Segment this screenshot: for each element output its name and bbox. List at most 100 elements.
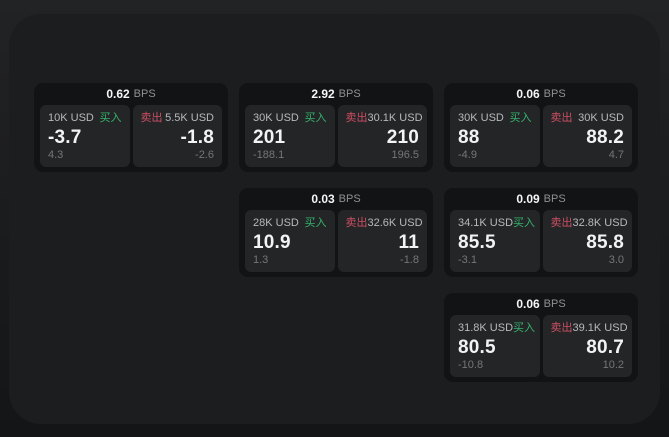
- sell-price: -1.8: [180, 127, 214, 148]
- bps-header: 0.62 BPS: [34, 83, 228, 105]
- bps-header: 0.06 BPS: [444, 293, 638, 315]
- buy-side-label: 买入: [513, 322, 536, 334]
- sell-side-label: 卖出: [140, 112, 163, 124]
- buy-price: -3.7: [48, 127, 82, 148]
- buy-price: 10.9: [253, 232, 291, 253]
- buy-price: 85.5: [458, 232, 496, 253]
- quote-grid: 0.62 BPS 10K USD 买入 -3.7 4.3 卖出 5.5K USD: [34, 83, 638, 382]
- buy-tile-top: 30K USD 买入: [458, 111, 532, 125]
- bps-value: 0.62: [106, 87, 130, 101]
- buy-delta: -188.1: [253, 149, 285, 161]
- buy-delta: 1.3: [253, 254, 269, 266]
- buy-price: 80.5: [458, 337, 496, 358]
- bps-value: 0.06: [516, 297, 540, 311]
- sell-side-label: 卖出: [550, 322, 573, 334]
- sell-side-label: 卖出: [550, 112, 573, 124]
- sell-side-label: 卖出: [345, 112, 368, 124]
- buy-tile-top: 30K USD 买入: [253, 111, 327, 125]
- buy-delta: -3.1: [458, 254, 477, 266]
- sell-quote-tile[interactable]: 卖出 39.1K USD 80.7 10.2: [542, 315, 632, 377]
- sell-quote-tile[interactable]: 卖出 5.5K USD -1.8 -2.6: [132, 105, 222, 167]
- buy-side-label: 买入: [99, 112, 122, 124]
- sell-quote-tile[interactable]: 卖出 32.8K USD 85.8 3.0: [542, 210, 632, 272]
- sell-price: 210: [386, 127, 419, 148]
- bps-unit-label: BPS: [338, 193, 361, 205]
- sell-size-label: 30K USD: [578, 112, 624, 124]
- buy-price: 88: [458, 127, 480, 148]
- sell-price: 11: [398, 232, 419, 253]
- bps-unit-label: BPS: [543, 193, 566, 205]
- sell-tile-top: 卖出 32.8K USD: [550, 216, 628, 230]
- buy-quote-tile[interactable]: 30K USD 买入 201 -188.1: [245, 105, 335, 167]
- sell-delta: -2.6: [195, 149, 214, 161]
- buy-delta: -10.8: [458, 359, 484, 371]
- buy-side-label: 买入: [304, 112, 327, 124]
- sell-quote-tile[interactable]: 卖出 30.1K USD 210 196.5: [337, 105, 427, 167]
- sell-price: 80.7: [586, 337, 624, 358]
- buy-tile-top: 10K USD 买入: [48, 111, 122, 125]
- quote-card: 0.06 BPS 30K USD 买入 88 -4.9 卖出 30K USD: [444, 83, 638, 172]
- bps-unit-label: BPS: [133, 88, 156, 100]
- sell-delta: 3.0: [608, 254, 624, 266]
- bps-value: 0.06: [516, 87, 540, 101]
- sell-side-label: 卖出: [550, 217, 573, 229]
- sell-delta: 10.2: [602, 359, 624, 371]
- buy-side-label: 买入: [513, 217, 536, 229]
- quote-card: 2.92 BPS 30K USD 买入 201 -188.1 卖出 30.1K …: [239, 83, 433, 172]
- sell-size-label: 32.8K USD: [572, 217, 628, 229]
- sell-tile-top: 卖出 30.1K USD: [345, 111, 423, 125]
- sell-size-label: 5.5K USD: [165, 112, 214, 124]
- quote-body: 34.1K USD 买入 85.5 -3.1 卖出 32.8K USD 85.8…: [444, 210, 638, 277]
- sell-delta: -1.8: [400, 254, 419, 266]
- bps-value: 0.03: [311, 192, 335, 206]
- sell-size-label: 32.6K USD: [367, 217, 423, 229]
- buy-quote-tile[interactable]: 30K USD 买入 88 -4.9: [450, 105, 540, 167]
- sell-tile-top: 卖出 5.5K USD: [141, 111, 215, 125]
- buy-quote-tile[interactable]: 28K USD 买入 10.9 1.3: [245, 210, 335, 272]
- bps-unit-label: BPS: [543, 88, 566, 100]
- buy-size-label: 31.8K USD: [458, 322, 514, 334]
- buy-side-label: 买入: [509, 112, 532, 124]
- quote-card: 0.06 BPS 31.8K USD 买入 80.5 -10.8 卖出 39.1…: [444, 293, 638, 382]
- buy-tile-top: 34.1K USD 买入: [458, 216, 536, 230]
- quote-board-panel: 0.62 BPS 10K USD 买入 -3.7 4.3 卖出 5.5K USD: [9, 14, 660, 424]
- buy-delta: -4.9: [458, 149, 477, 161]
- buy-quote-tile[interactable]: 31.8K USD 买入 80.5 -10.8: [450, 315, 540, 377]
- sell-price: 85.8: [586, 232, 624, 253]
- quote-body: 10K USD 买入 -3.7 4.3 卖出 5.5K USD -1.8 -2.…: [34, 105, 228, 172]
- buy-quote-tile[interactable]: 34.1K USD 买入 85.5 -3.1: [450, 210, 540, 272]
- buy-size-label: 28K USD: [253, 217, 299, 229]
- bps-value: 2.92: [311, 87, 335, 101]
- sell-quote-tile[interactable]: 卖出 30K USD 88.2 4.7: [542, 105, 632, 167]
- bps-header: 0.09 BPS: [444, 188, 638, 210]
- buy-size-label: 30K USD: [458, 112, 504, 124]
- quote-card: 0.03 BPS 28K USD 买入 10.9 1.3 卖出 32.6K US…: [239, 188, 433, 277]
- sell-side-label: 卖出: [345, 217, 368, 229]
- buy-size-label: 34.1K USD: [458, 217, 514, 229]
- bps-header: 0.06 BPS: [444, 83, 638, 105]
- sell-size-label: 39.1K USD: [572, 322, 628, 334]
- bps-unit-label: BPS: [543, 298, 566, 310]
- quote-body: 30K USD 买入 88 -4.9 卖出 30K USD 88.2 4.7: [444, 105, 638, 172]
- sell-price: 88.2: [586, 127, 624, 148]
- sell-tile-top: 卖出 30K USD: [551, 111, 625, 125]
- buy-side-label: 买入: [304, 217, 327, 229]
- buy-tile-top: 31.8K USD 买入: [458, 321, 536, 335]
- sell-tile-top: 卖出 39.1K USD: [550, 321, 628, 335]
- quote-card: 0.09 BPS 34.1K USD 买入 85.5 -3.1 卖出 32.8K…: [444, 188, 638, 277]
- sell-quote-tile[interactable]: 卖出 32.6K USD 11 -1.8: [337, 210, 427, 272]
- buy-tile-top: 28K USD 买入: [253, 216, 327, 230]
- bps-header: 2.92 BPS: [239, 83, 433, 105]
- buy-size-label: 10K USD: [48, 112, 94, 124]
- buy-price: 201: [253, 127, 286, 148]
- sell-delta: 4.7: [608, 149, 624, 161]
- sell-size-label: 30.1K USD: [367, 112, 423, 124]
- buy-quote-tile[interactable]: 10K USD 买入 -3.7 4.3: [40, 105, 130, 167]
- sell-delta: 196.5: [391, 149, 419, 161]
- quote-body: 31.8K USD 买入 80.5 -10.8 卖出 39.1K USD 80.…: [444, 315, 638, 382]
- quote-body: 30K USD 买入 201 -188.1 卖出 30.1K USD 210 1…: [239, 105, 433, 172]
- bps-value: 0.09: [516, 192, 540, 206]
- buy-delta: 4.3: [48, 149, 64, 161]
- quote-card: 0.62 BPS 10K USD 买入 -3.7 4.3 卖出 5.5K USD: [34, 83, 228, 172]
- bps-header: 0.03 BPS: [239, 188, 433, 210]
